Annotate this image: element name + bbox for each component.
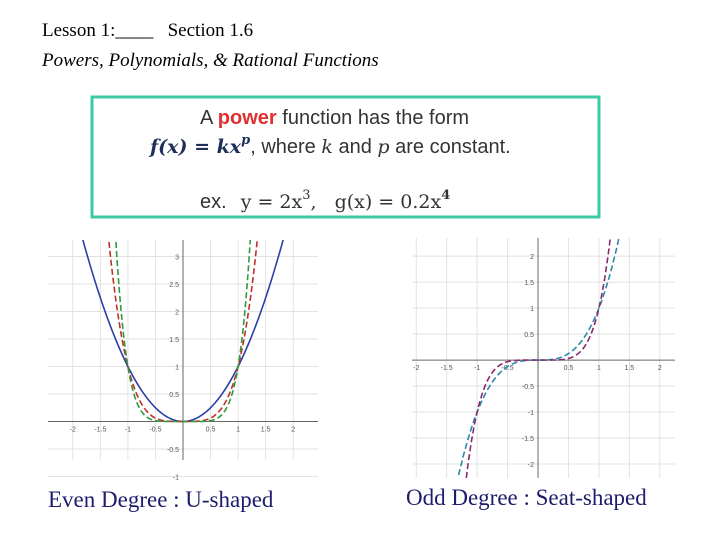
caption: Odd Degree : Seat-shaped bbox=[406, 485, 647, 510]
y-tick-label: 0.5 bbox=[524, 332, 534, 339]
y-tick-label: -1.5 bbox=[522, 436, 534, 443]
y-tick-label: 3 bbox=[175, 255, 179, 262]
header-line1: Lesson 1:____ Section 1.6 bbox=[42, 20, 253, 41]
plot-area bbox=[412, 238, 675, 478]
text: function has the form bbox=[277, 107, 469, 129]
var: k bbox=[321, 136, 333, 158]
y-tick-label: 1 bbox=[530, 306, 534, 313]
x-tick-label: 1 bbox=[597, 365, 601, 372]
y-tick-label: 1.5 bbox=[169, 337, 179, 344]
formula: f(x) = kx bbox=[148, 136, 242, 158]
graph: -2 -1.5 -1 -0.5 0.5 1 1.5 2 -1 -0.5 0.5 1 1.5 2 2.5 3 bbox=[48, 240, 318, 482]
curve bbox=[114, 240, 252, 423]
text: A bbox=[200, 107, 218, 129]
curve bbox=[465, 238, 612, 478]
x-tick-label: 1.5 bbox=[624, 365, 634, 372]
x-tick-label: -2 bbox=[413, 365, 419, 372]
x-tick-label: -2 bbox=[70, 427, 76, 434]
x-tick-label: -1.5 bbox=[441, 365, 453, 372]
y-tick-label: 1 bbox=[175, 365, 179, 372]
text: ex. bbox=[200, 191, 227, 213]
text: and bbox=[333, 136, 377, 158]
x-tick-label: -0.5 bbox=[502, 365, 514, 372]
box-line1: A power function has the form bbox=[200, 107, 469, 129]
y-tick-label: 1.5 bbox=[524, 280, 534, 287]
x-tick-label: 0.5 bbox=[206, 427, 216, 434]
var: p bbox=[377, 136, 389, 158]
x-tick-label: -1 bbox=[125, 427, 131, 434]
keyword: power bbox=[218, 107, 277, 129]
exponent: 4 bbox=[441, 188, 450, 203]
y-tick-label: -2 bbox=[528, 462, 534, 469]
box-line2: f(x) = kxp, where k and p are constant. bbox=[148, 133, 511, 158]
formula: g(x) = 0.2x bbox=[335, 191, 442, 213]
text: , where bbox=[250, 136, 321, 158]
exponent: 3 bbox=[302, 188, 310, 203]
text: , bbox=[311, 191, 317, 213]
y-tick-label: 2 bbox=[530, 254, 534, 261]
box-line3: ex. y = 2x3, g(x) = 0.2x4 bbox=[200, 188, 450, 213]
x-tick-label: 2 bbox=[658, 365, 662, 372]
graph: -2 -1.5 -1 -0.5 0.5 1 1.5 2 -2 -1.5 -1 -0.5 0.5 1 1.5 2 bbox=[412, 238, 675, 478]
x-tick-label: -1.5 bbox=[94, 427, 106, 434]
x-tick-label: 0.5 bbox=[564, 365, 574, 372]
y-tick-label: -0.5 bbox=[522, 384, 534, 391]
y-tick-label: -1 bbox=[173, 475, 179, 482]
x-tick-label: -0.5 bbox=[149, 427, 161, 434]
definition-box bbox=[90, 95, 601, 219]
text: are constant. bbox=[390, 136, 511, 158]
formula: y = 2x bbox=[240, 191, 303, 213]
x-tick-label: 2 bbox=[291, 427, 295, 434]
x-tick-label: 1.5 bbox=[261, 427, 271, 434]
y-tick-label: -1 bbox=[528, 410, 534, 417]
exponent: p bbox=[241, 133, 250, 148]
x-tick-label: -1 bbox=[474, 365, 480, 372]
y-tick-label: 2.5 bbox=[169, 282, 179, 289]
header-line2: Powers, Polynomials, & Rational Function… bbox=[41, 50, 379, 71]
y-tick-label: 0.5 bbox=[169, 392, 179, 399]
caption: Even Degree : U-shaped bbox=[48, 487, 274, 512]
x-tick-label: 1 bbox=[236, 427, 240, 434]
y-tick-label: -0.5 bbox=[167, 447, 179, 454]
y-tick-label: 2 bbox=[175, 310, 179, 317]
